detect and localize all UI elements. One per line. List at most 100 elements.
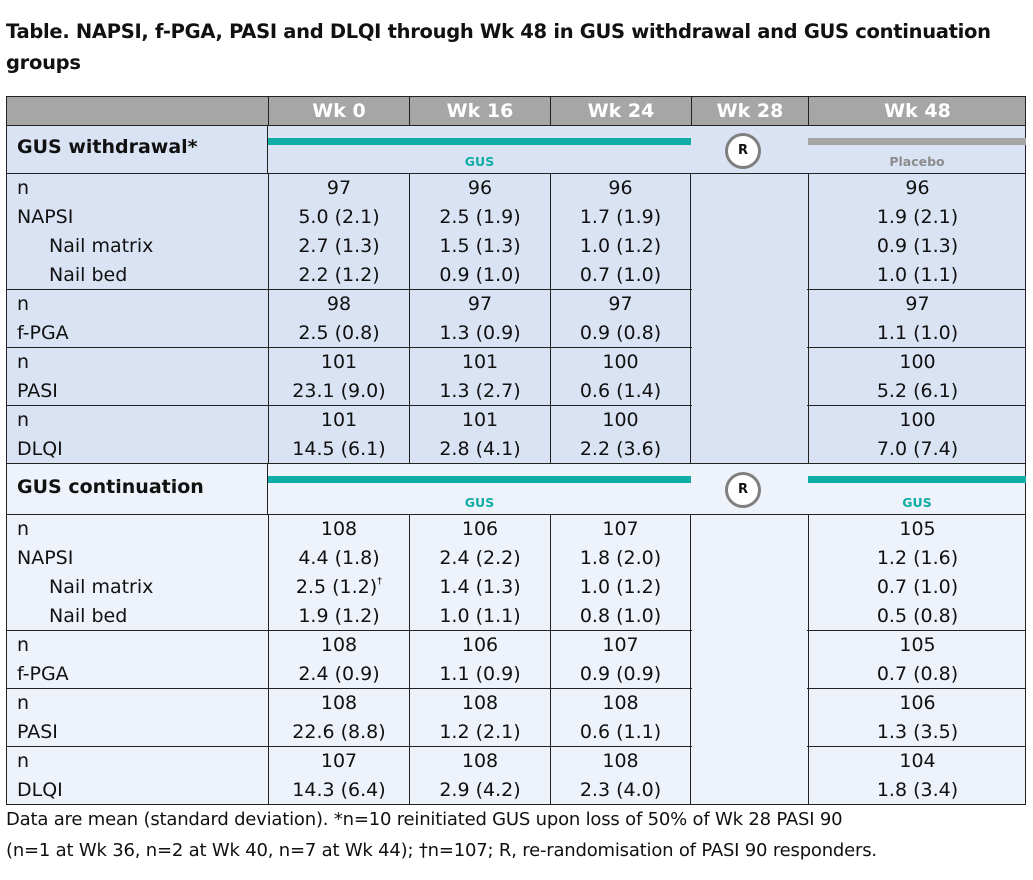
row-label: DLQI [17, 438, 63, 460]
table-cell: 106 [809, 689, 1026, 718]
treatment-label-period-1: GUS [464, 495, 495, 510]
cell-value: 22.6 (8.8) [292, 721, 386, 743]
table-cell: 100 [809, 406, 1026, 435]
value-column-wk16: 101 1.3 (2.7) [409, 348, 550, 406]
cell-value: 1.5 (1.3) [439, 235, 521, 257]
value-column-wk16: 96 2.5 (1.9) 1.5 (1.3) 0.9 (1.0) [409, 174, 550, 290]
cell-value: 108 [461, 750, 499, 772]
cell-value: 14.5 (6.1) [292, 438, 386, 460]
treatment-bar-gus [268, 138, 691, 145]
table-cell: 105 [809, 515, 1026, 544]
row-labels: n NAPSI Nail matrix Nail bed [7, 174, 267, 290]
cell-value: 97 [467, 293, 493, 315]
value-column-wk48: 104 1.8 (3.4) [808, 747, 1026, 805]
table-cell: 1.1 (0.9) [410, 660, 550, 689]
table-cell: 2.3 (4.0) [551, 776, 690, 805]
cell-value: 2.2 (1.2) [298, 264, 380, 286]
table-cell: 1.9 (2.1) [809, 203, 1026, 232]
measure-block: n f-PGA 108 2.4 (0.9) 106 1.1 (0.9) 107 0.9 (0.… [7, 630, 1025, 689]
cell-value: 2.7 (1.3) [298, 235, 380, 257]
cell-value: 0.9 (1.3) [876, 235, 959, 257]
cell-value: 1.8 (2.0) [579, 547, 662, 569]
cell-value: 7.0 (7.4) [876, 438, 959, 460]
footnote-line-2: (n=1 at Wk 36, n=2 at Wk 40, n=7 at Wk 4… [6, 840, 877, 861]
row-label: DLQI [17, 779, 63, 801]
table-cell: 0.7 (1.0) [809, 573, 1026, 602]
cell-value: 97 [326, 177, 352, 199]
header-cell-wk48: Wk 48 [808, 97, 1026, 125]
table-cell: 2.5 (0.8) [269, 319, 409, 348]
value-column-wk48: 105 0.7 (0.8) [808, 631, 1026, 689]
row-labels: n PASI [7, 689, 267, 747]
section-header-divider [267, 126, 268, 173]
cell-value: 2.8 (4.1) [439, 438, 521, 460]
cell-value: 101 [461, 351, 499, 373]
cell-value: 0.9 (0.8) [579, 322, 662, 344]
table-cell: 107 [269, 747, 409, 776]
table-cell: 1.5 (1.3) [410, 232, 550, 261]
cell-value: 2.2 (3.6) [579, 438, 662, 460]
cell-value: 1.2 (2.1) [439, 721, 521, 743]
cell-value: 23.1 (9.0) [292, 380, 386, 402]
cell-value: 2.5 (0.8) [298, 322, 380, 344]
table-cell: 97 [551, 290, 690, 319]
table-cell: 2.2 (1.2) [269, 261, 409, 290]
cell-value: 2.4 (0.9) [298, 663, 380, 685]
row-label: n [17, 293, 30, 315]
cell-value: 0.7 (1.0) [876, 576, 959, 598]
row-labels: n NAPSI Nail matrix Nail bed [7, 515, 267, 631]
section-header-divider [267, 464, 268, 514]
table-cell: 2.2 (3.6) [551, 435, 690, 464]
cell-value: 0.5 (0.8) [876, 605, 959, 627]
cell-value: 108 [320, 634, 358, 656]
wk28-gap [692, 688, 807, 689]
table-cell: 2.7 (1.3) [269, 232, 409, 261]
measure-block: n PASI 108 22.6 (8.8) 108 1.2 (2.1) 108 0.6 (1.… [7, 688, 1025, 747]
table-cell: 2.4 (0.9) [269, 660, 409, 689]
cell-value: 100 [899, 351, 936, 373]
cell-value: 1.3 (2.7) [439, 380, 521, 402]
cell-value: 1.7 (1.9) [579, 206, 662, 228]
value-column-wk0: 98 2.5 (0.8) [268, 290, 409, 348]
cell-value: 1.0 (1.2) [579, 576, 662, 598]
value-column-wk16: 108 1.2 (2.1) [409, 689, 550, 747]
cell-value: 106 [461, 518, 499, 540]
cell-value: 1.0 (1.1) [439, 605, 521, 627]
wk28-gap [692, 173, 807, 174]
cell-value: 2.3 (4.0) [579, 779, 662, 801]
cell-value: 0.9 (0.9) [579, 663, 662, 685]
measure-block: n NAPSI Nail matrix Nail bed 97 5.0 (2.1) 2.7 … [7, 173, 1025, 290]
cell-value: 0.6 (1.4) [579, 380, 662, 402]
wk28-gap [692, 514, 807, 515]
row-label: Nail matrix [49, 235, 154, 257]
table-cell: 1.8 (3.4) [809, 776, 1026, 805]
table-cell: 0.9 (1.3) [809, 232, 1026, 261]
table-cell: 0.5 (0.8) [809, 602, 1026, 631]
value-column-wk48: 105 1.2 (1.6) 0.7 (1.0) 0.5 (0.8) [808, 515, 1026, 631]
value-column-wk0: 97 5.0 (2.1) 2.7 (1.3) 2.2 (1.2) [268, 174, 409, 290]
row-label: Nail matrix [49, 576, 154, 598]
table-cell: 107 [551, 631, 690, 660]
table-cell: 2.5 (1.9) [410, 203, 550, 232]
table-cell: 101 [269, 406, 409, 435]
table-cell: 1.3 (2.7) [410, 377, 550, 406]
cell-value: 0.9 (1.0) [439, 264, 521, 286]
treatment-bar-placebo [808, 138, 1026, 145]
table-cell: 1.0 (1.1) [410, 602, 550, 631]
table-cell: 1.2 (1.6) [809, 544, 1026, 573]
header-cell-wk16: Wk 16 [409, 97, 550, 125]
table-cell: 1.9 (1.2) [269, 602, 409, 631]
table-cell: 0.6 (1.4) [551, 377, 690, 406]
wk28-gap [692, 630, 807, 631]
table-cell: 2.8 (4.1) [410, 435, 550, 464]
cell-value: 105 [899, 518, 936, 540]
cell-value: 1.9 (2.1) [876, 206, 959, 228]
value-column-wk16: 106 1.1 (0.9) [409, 631, 550, 689]
cell-value: 2.5 (1.9) [439, 206, 521, 228]
cell-value: 2.9 (4.2) [439, 779, 521, 801]
cell-value: 2.4 (2.2) [439, 547, 521, 569]
table-cell: 100 [551, 348, 690, 377]
table-cell: 0.7 (1.0) [551, 261, 690, 290]
section-label: GUS withdrawal* [17, 136, 198, 158]
cell-value: 106 [461, 634, 499, 656]
